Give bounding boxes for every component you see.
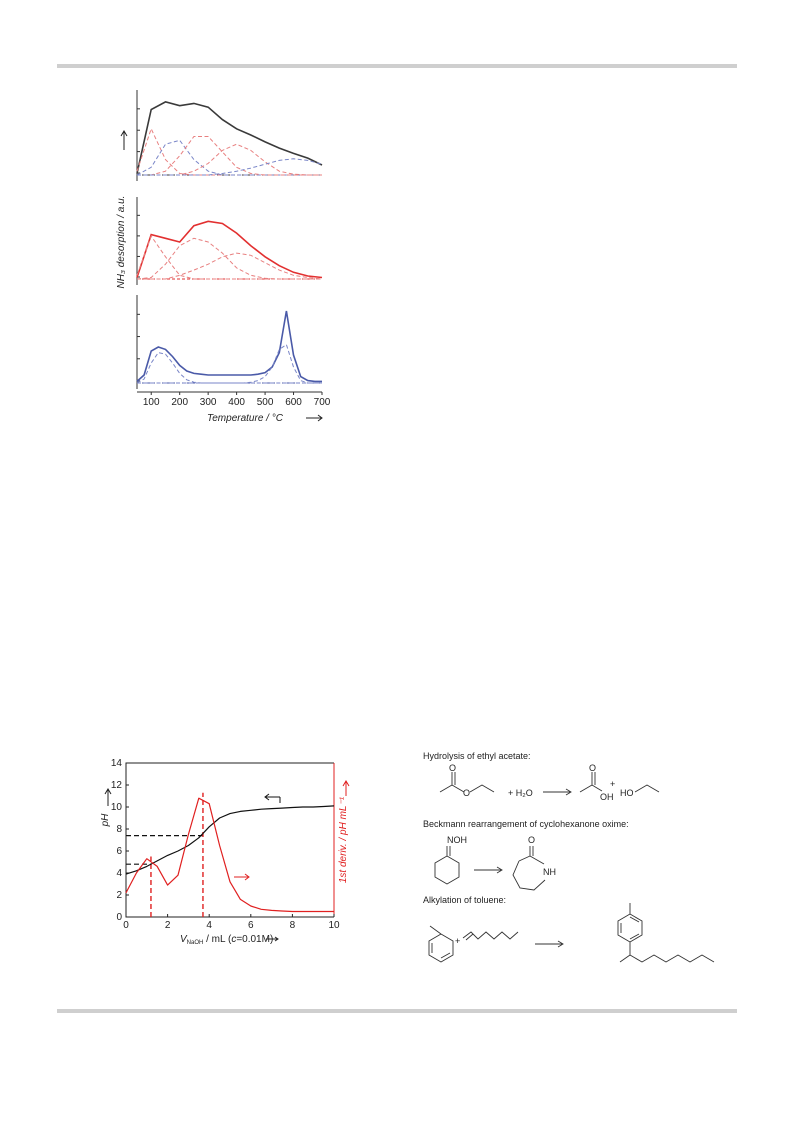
reaction-arrow — [535, 940, 564, 948]
reaction-title: Hydrolysis of ethyl acetate: — [423, 751, 531, 761]
y-tick-label: 0 — [116, 912, 122, 923]
x-tick-label: 6 — [248, 920, 254, 931]
y-tick-label: 10 — [111, 802, 123, 813]
x-tick-label: 100 — [143, 397, 160, 408]
atom-label: OH — [600, 792, 614, 802]
molecule — [579, 772, 603, 793]
atom-label: NOH — [447, 835, 467, 845]
molecule — [439, 772, 495, 793]
footer-rule — [57, 1009, 737, 1013]
axis-arrow — [104, 788, 112, 806]
series-arrow — [234, 873, 250, 881]
label-part: / mL ( — [203, 934, 232, 945]
axis-arrow — [266, 936, 279, 942]
x-tick-label: 10 — [328, 920, 340, 931]
y-axis-label: NH₃ desorption / a.u. — [116, 196, 127, 289]
molecule — [512, 846, 546, 891]
molecule — [617, 903, 715, 963]
atom-label: HO — [620, 788, 634, 798]
y-tick-label: 8 — [116, 824, 122, 835]
series-line — [125, 805, 335, 875]
x-tick-label: 700 — [314, 397, 331, 408]
reaction-scheme: Hydrolysis of ethyl acetate: O O + H₂O O… — [423, 751, 715, 963]
series-line — [137, 143, 322, 176]
reaction-arrow — [543, 788, 572, 796]
series-line — [136, 352, 322, 384]
label-part: NaOH — [187, 940, 204, 946]
y2-axis-label: 1st deriv. / pH mL⁻¹ — [338, 796, 349, 883]
series-line — [137, 158, 323, 176]
atom-label: O — [589, 763, 596, 773]
label-part: V — [180, 934, 188, 945]
reaction-title: Alkylation of toluene: — [423, 895, 506, 905]
y-tick-label: 4 — [116, 868, 122, 879]
series-line — [137, 252, 323, 280]
x-axis-label: Temperature / °C — [207, 413, 284, 424]
axis-arrow — [120, 130, 128, 150]
atom-label: O — [449, 763, 456, 773]
series-line — [136, 127, 322, 176]
y-tick-label: 12 — [111, 780, 123, 791]
molecule — [462, 931, 519, 941]
x-tick-label: 0 — [123, 920, 129, 931]
x-tick-label: 300 — [200, 397, 217, 408]
series-arrow — [264, 793, 281, 803]
x-tick-label: 8 — [290, 920, 296, 931]
reaction-plus: + — [455, 936, 460, 946]
x-tick-label: 400 — [228, 397, 245, 408]
reaction-title: Beckmann rearrangement of cyclohexanone … — [423, 819, 629, 829]
y-tick-label: 6 — [116, 846, 122, 857]
reaction-arrow — [474, 866, 503, 874]
x-tick-label: 500 — [257, 397, 274, 408]
reaction-plus: + H₂O — [508, 788, 533, 798]
axis-arrow — [306, 414, 323, 422]
series-line — [125, 797, 334, 913]
molecule — [434, 846, 460, 885]
label-part: c — [231, 934, 236, 945]
series-line — [136, 139, 322, 176]
series-line — [136, 237, 322, 280]
x-tick-label: 200 — [171, 397, 188, 408]
x-axis-label: VNaOH / mL (c=0.01M) — [180, 934, 273, 946]
label-part: =0.01M) — [236, 934, 273, 945]
series-line — [137, 343, 322, 384]
plot-frame — [125, 762, 334, 918]
series-line — [136, 101, 323, 174]
molecule — [634, 784, 660, 793]
header-rule — [57, 64, 737, 68]
x-tick-label: 2 — [165, 920, 171, 931]
axis-arrow — [342, 780, 350, 796]
atom-label: O — [463, 788, 470, 798]
y-tick-label: 14 — [111, 758, 123, 769]
x-tick-label: 4 — [206, 920, 212, 931]
molecule — [428, 925, 454, 963]
y-axis-label: pH — [100, 813, 111, 828]
series-line — [137, 136, 322, 176]
series-line — [136, 310, 322, 383]
reaction-plus: + — [610, 779, 615, 789]
series-line — [136, 220, 323, 279]
atom-label: NH — [543, 867, 556, 877]
x-tick-label: 600 — [285, 397, 302, 408]
y-tick-label: 2 — [116, 890, 122, 901]
atom-label: O — [528, 835, 535, 845]
